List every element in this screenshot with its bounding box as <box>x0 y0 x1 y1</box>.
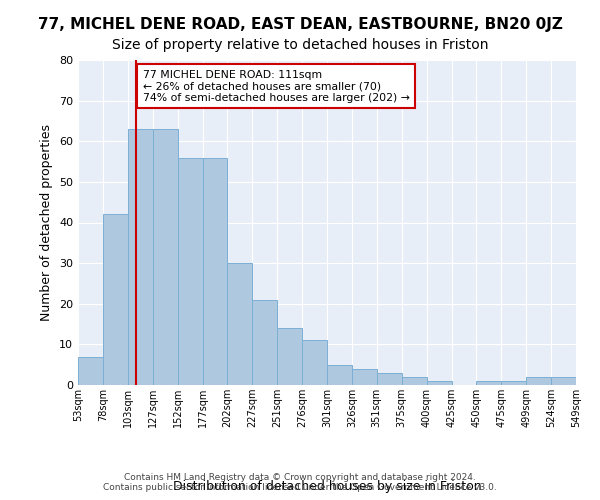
Bar <box>427 381 452 385</box>
Y-axis label: Number of detached properties: Number of detached properties <box>40 124 53 321</box>
Bar <box>128 129 153 385</box>
Text: 77 MICHEL DENE ROAD: 111sqm
← 26% of detached houses are smaller (70)
74% of sem: 77 MICHEL DENE ROAD: 111sqm ← 26% of det… <box>143 70 410 103</box>
Bar <box>78 356 103 385</box>
Bar <box>103 214 128 385</box>
Bar <box>203 158 227 385</box>
Bar <box>302 340 327 385</box>
Bar <box>227 263 253 385</box>
Text: Size of property relative to detached houses in Friston: Size of property relative to detached ho… <box>112 38 488 52</box>
Bar <box>152 129 178 385</box>
Bar <box>277 328 302 385</box>
Bar <box>402 377 427 385</box>
Bar <box>253 300 277 385</box>
Bar <box>502 381 526 385</box>
Bar <box>526 377 551 385</box>
Bar <box>178 158 203 385</box>
Bar <box>476 381 502 385</box>
Bar <box>352 369 377 385</box>
Text: Contains HM Land Registry data © Crown copyright and database right 2024.
Contai: Contains HM Land Registry data © Crown c… <box>103 473 497 492</box>
Text: 77, MICHEL DENE ROAD, EAST DEAN, EASTBOURNE, BN20 0JZ: 77, MICHEL DENE ROAD, EAST DEAN, EASTBOU… <box>38 18 562 32</box>
Bar <box>327 364 352 385</box>
Bar <box>551 377 576 385</box>
X-axis label: Distribution of detached houses by size in Friston: Distribution of detached houses by size … <box>173 480 481 493</box>
Bar <box>377 373 402 385</box>
